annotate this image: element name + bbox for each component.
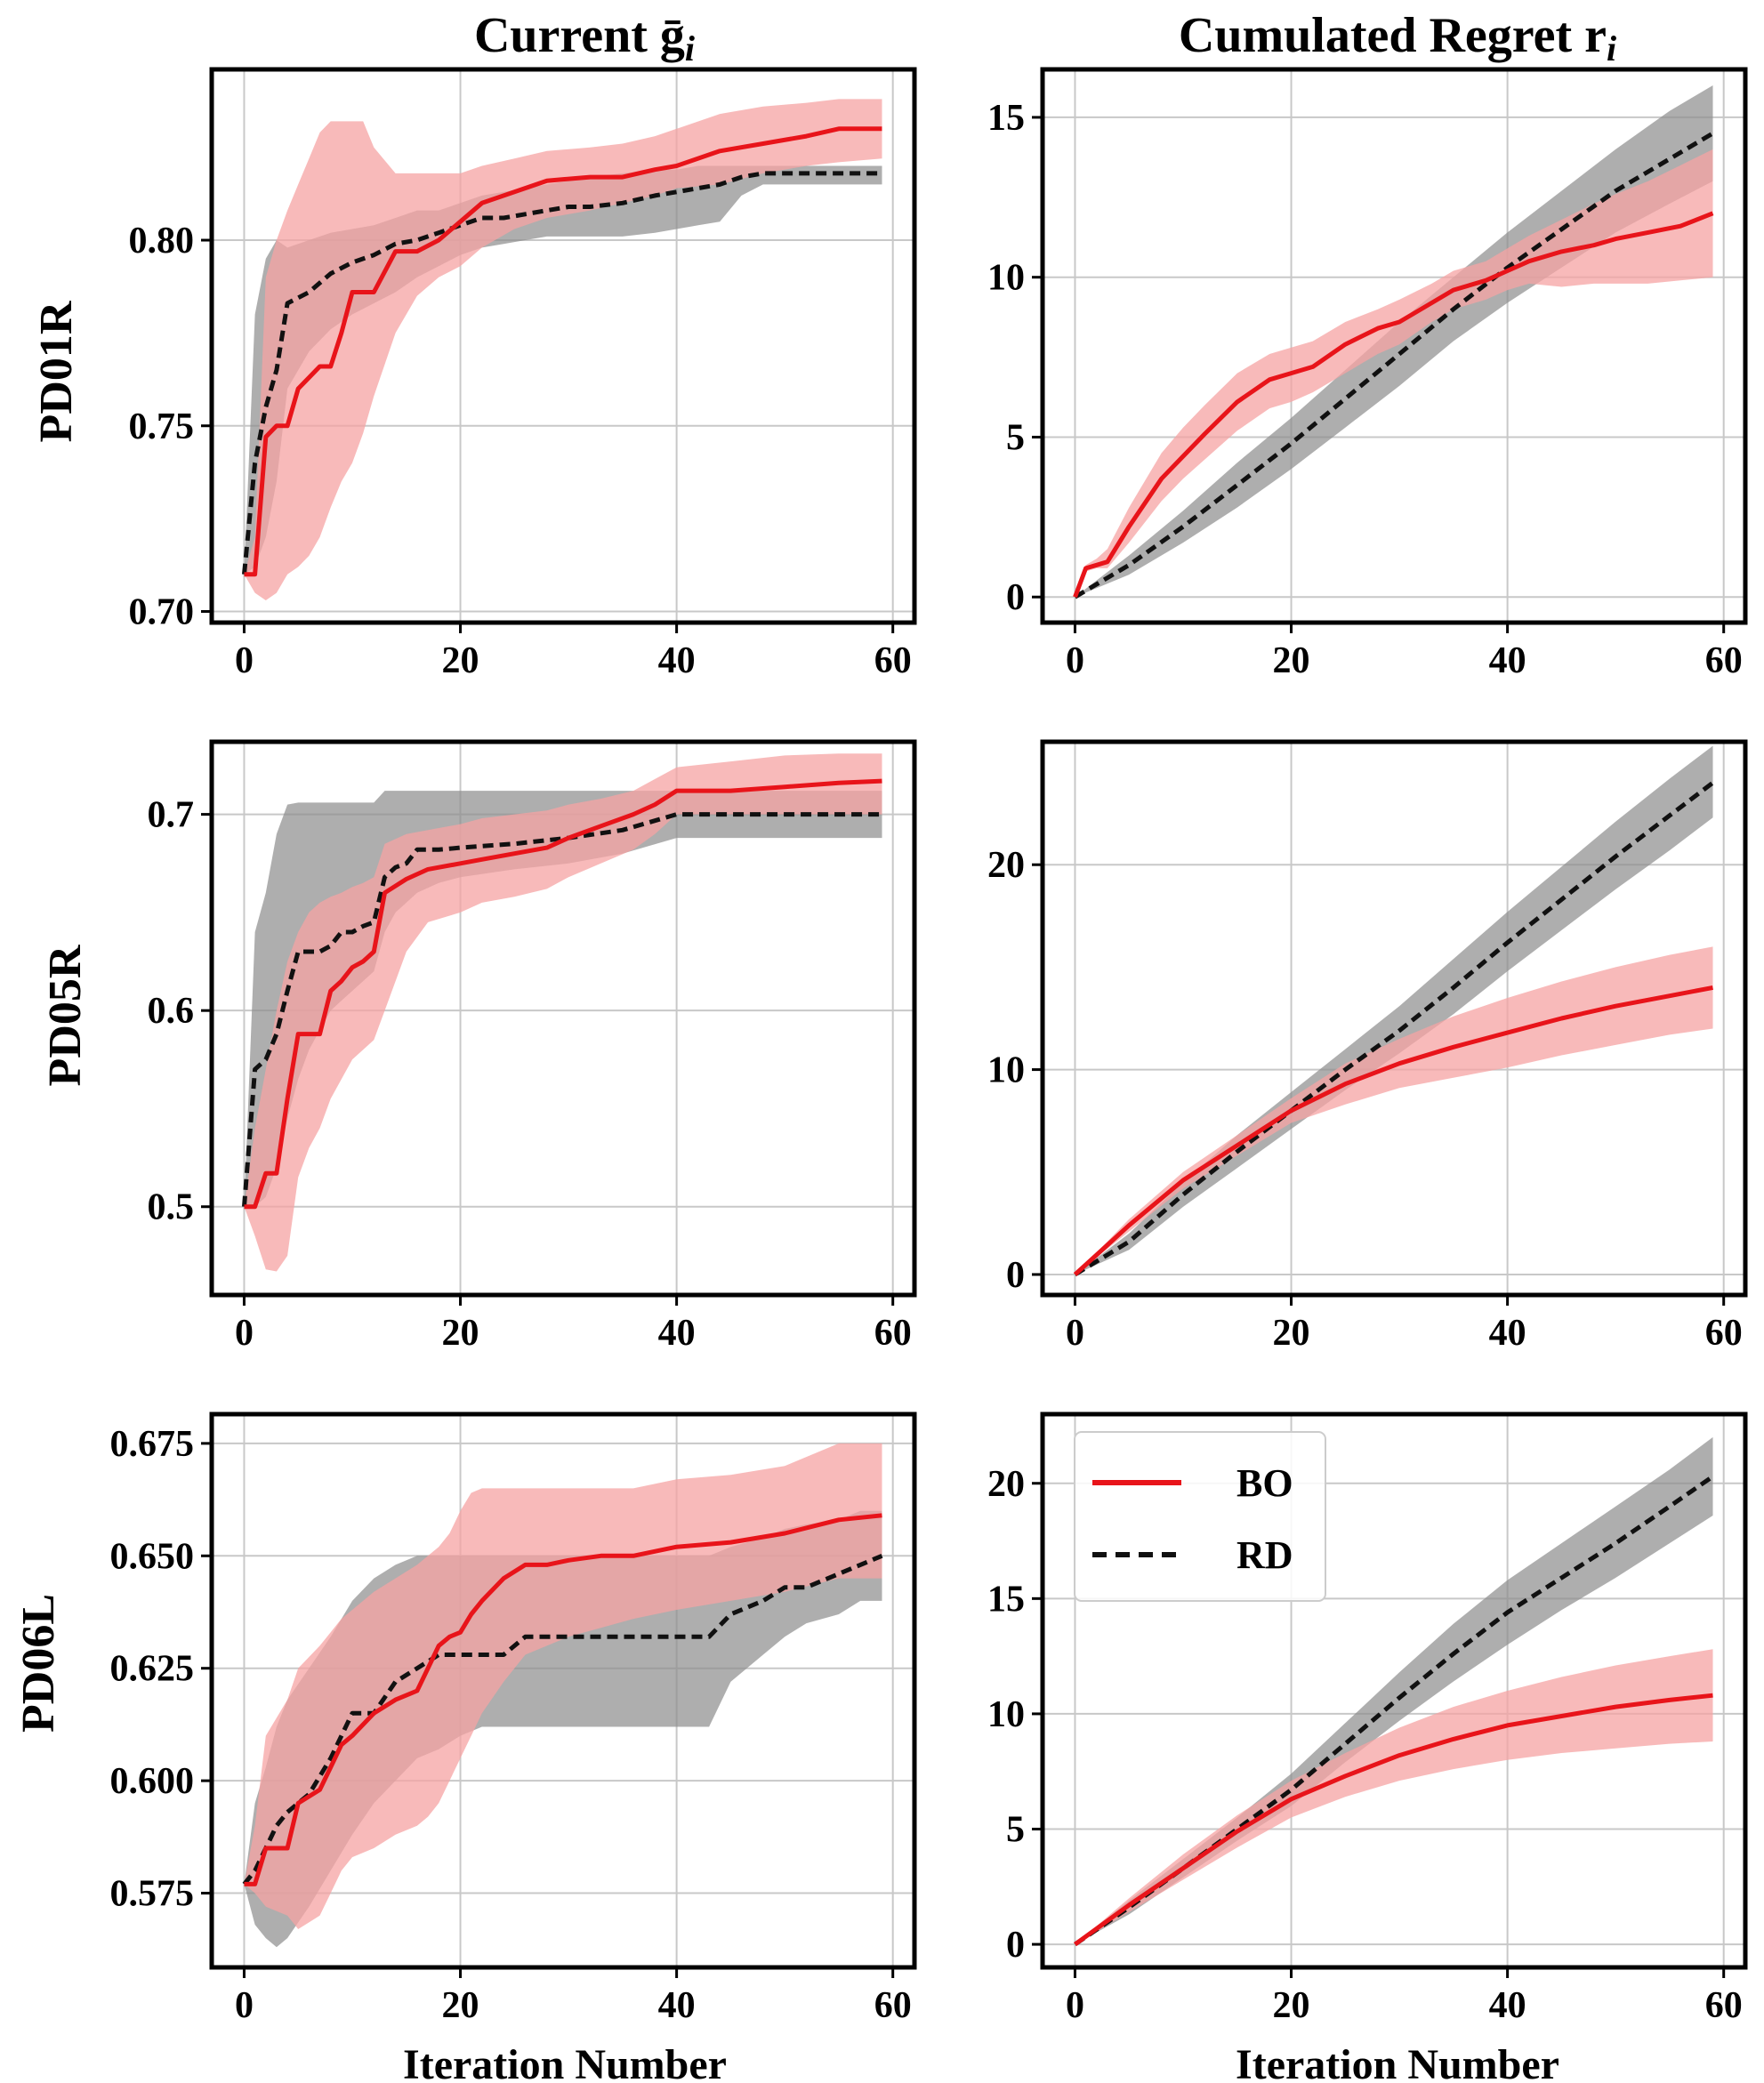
x-tick-label: 20 [1273,1985,1310,2026]
y-tick-label: 0.5 [148,1187,195,1228]
x-tick-label: 60 [874,640,912,681]
axes-frame [1040,67,1748,625]
line-rd [1074,781,1715,1277]
y-tick-label: 0.80 [129,221,195,261]
legend-rd-label: RD [1236,1533,1293,1577]
x-tick-label: 40 [1489,1313,1526,1354]
legend: BO RD [1074,1431,1326,1602]
x-tick-label: 60 [1705,1985,1743,2026]
y-tick-label: 0.7 [148,795,195,836]
y-tick-label: 0.75 [129,406,195,447]
y-tick-label: 0.6 [148,991,195,1032]
x-tick-label: 20 [442,1985,479,2026]
line-bo [244,778,882,1210]
x-tick-label: 40 [658,1313,696,1354]
panel-pd06l-regret: 0 20 40 60 0 5 10 15 20 [987,1411,1748,2026]
line-bo [244,126,882,577]
band-bo [244,1443,882,1929]
panel-pd01r-regret: 0 20 40 60 0 5 10 15 [987,67,1748,681]
y-tick-label: 20 [987,845,1025,886]
x-tick-label: 60 [874,1313,912,1354]
x-tick-label: 20 [1273,640,1310,681]
band-rd [1075,1436,1713,1945]
axes-frame [1040,1411,1748,1970]
row-label-pd06l: PD06L [13,1594,64,1733]
y-tick-label: 0.625 [110,1649,195,1690]
band-bo [1075,149,1713,598]
row-label-pd01r: PD01R [31,300,82,442]
x-tick-label: 40 [1489,640,1526,681]
x-tick-label: 60 [874,1985,912,2026]
line-rd [242,171,882,575]
line-bo [1073,985,1713,1276]
x-tick-label: 20 [442,640,479,681]
y-tick-label: 0.575 [110,1874,195,1915]
x-tick-label: 60 [1705,1313,1743,1354]
line-rd [1074,131,1714,599]
y-tick-label: 10 [987,1694,1025,1735]
line-bo [244,1513,882,1886]
y-tick-label: 15 [987,98,1025,139]
y-tick-label: 15 [987,1579,1025,1620]
axes-frame [209,1411,917,1970]
x-tick-label: 40 [1489,1985,1526,2026]
y-tick-label: 0 [1006,1255,1025,1296]
x-tick-label: 0 [1066,1313,1084,1354]
col-title-regret: Cumulated Regret ri [1179,8,1616,68]
panel-pd06l-current: 0 20 40 60 0.575 0.600 0.625 0.650 0.675 [110,1411,917,2026]
x-tick-label: 0 [1066,640,1084,681]
row-label-pd05r: PD05R [40,944,91,1086]
y-tick-label: 5 [1006,1810,1025,1851]
xlabel-left: Iteration Number [403,2041,727,2083]
x-tick-label: 40 [658,640,696,681]
y-tick-label: 10 [987,1050,1025,1091]
x-tick-label: 0 [235,1313,254,1354]
y-tick-label: 5 [1006,417,1025,458]
y-tick-label: 0.70 [129,591,195,632]
y-tick-label: 10 [987,258,1025,299]
y-tick-label: 0 [1006,1925,1025,1966]
axes-frame [1040,739,1748,1298]
x-tick-label: 20 [1273,1313,1310,1354]
x-tick-label: 0 [235,640,254,681]
x-tick-label: 40 [658,1985,696,2026]
y-tick-label: 0.675 [110,1424,195,1465]
y-tick-label: 0.600 [110,1761,195,1802]
x-tick-label: 0 [1066,1985,1084,2026]
x-tick-label: 20 [442,1313,479,1354]
line-rd [242,812,882,1207]
band-bo [244,99,882,600]
y-tick-label: 0.650 [110,1536,195,1577]
band-bo [1075,1649,1713,1945]
x-tick-label: 60 [1705,640,1743,681]
line-bo [1073,211,1714,599]
y-tick-label: 20 [987,1464,1025,1505]
y-tick-label: 0 [1006,577,1025,618]
axes-frame [209,739,917,1298]
legend-bo-label: BO [1236,1461,1293,1505]
line-bo [1074,1693,1713,1947]
xlabel-right: Iteration Number [1236,2041,1559,2083]
col-title-current: Current ḡi [474,8,695,68]
panel-pd05r-current: 0 20 40 60 0.5 0.6 0.7 [148,739,917,1354]
x-tick-label: 0 [235,1985,254,2026]
panel-pd01r-current: 0 20 40 60 0.70 0.75 0.80 [129,67,917,681]
axes-frame [209,67,917,625]
legend-box [1074,1431,1326,1602]
band-bo [1075,946,1713,1275]
line-rd [1074,1474,1714,1947]
panel-pd05r-regret: 0 20 40 60 0 10 20 [987,739,1748,1354]
